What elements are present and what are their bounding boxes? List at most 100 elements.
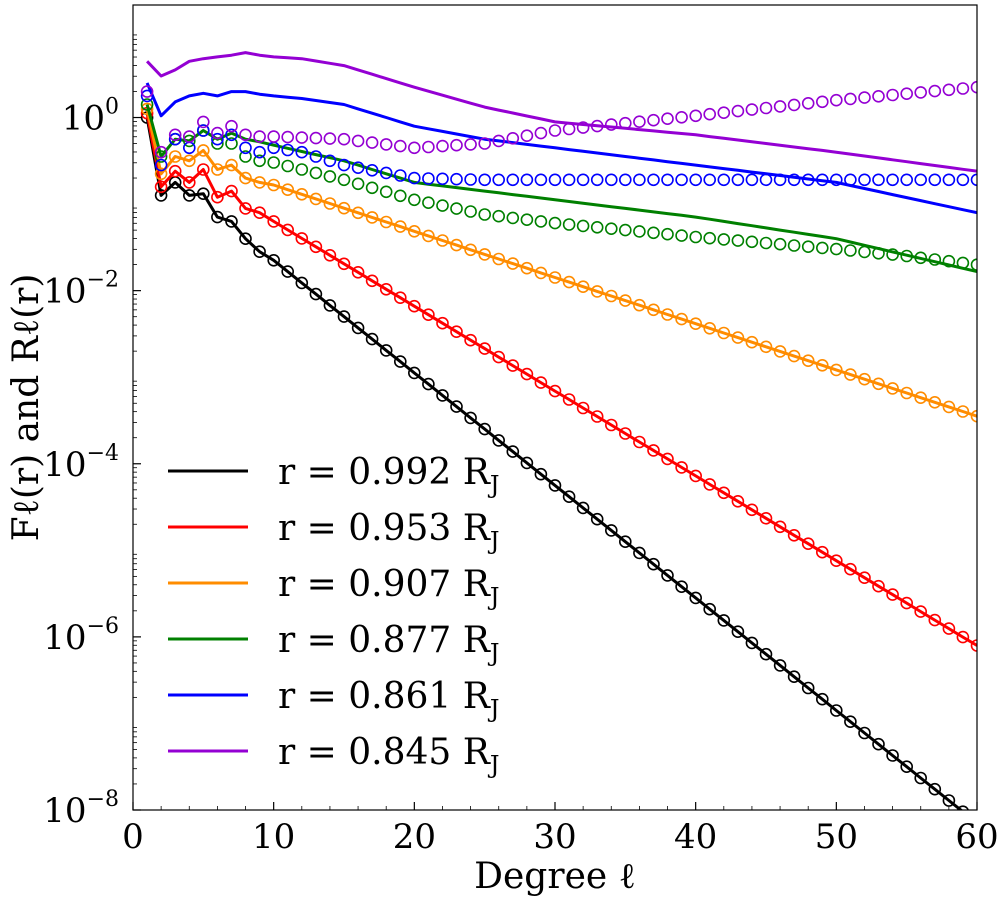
data-point bbox=[633, 115, 646, 128]
data-point bbox=[633, 435, 646, 449]
data-point bbox=[675, 312, 688, 326]
data-point bbox=[295, 188, 309, 201]
x-tick-label: 30 bbox=[533, 817, 576, 857]
data-point bbox=[717, 106, 731, 119]
data-point bbox=[787, 98, 801, 112]
legend-label: r = 0.861 RJ bbox=[278, 676, 500, 723]
data-point bbox=[140, 102, 154, 116]
data-point bbox=[379, 282, 393, 296]
data-point bbox=[520, 173, 534, 187]
data-point bbox=[154, 189, 168, 202]
data-point bbox=[548, 124, 562, 137]
data-point bbox=[703, 602, 717, 616]
data-point bbox=[703, 107, 717, 121]
data-point bbox=[590, 410, 604, 423]
data-point bbox=[267, 130, 281, 143]
y-axis-title: Fℓ(r) and Rℓ(r) bbox=[6, 274, 47, 542]
data-point bbox=[337, 257, 351, 271]
data-point bbox=[225, 119, 238, 133]
data-point bbox=[604, 118, 618, 131]
data-point bbox=[731, 331, 745, 344]
data-point bbox=[717, 486, 731, 500]
data-point bbox=[267, 156, 281, 169]
data-point bbox=[492, 209, 506, 223]
data-point bbox=[689, 173, 703, 187]
data-point bbox=[773, 345, 787, 358]
legend-label: r = 0.953 RJ bbox=[278, 508, 500, 555]
data-point bbox=[773, 659, 787, 672]
data-point bbox=[562, 173, 576, 187]
data-point bbox=[168, 164, 182, 178]
data-point bbox=[956, 173, 970, 187]
data-point bbox=[956, 630, 970, 644]
data-point bbox=[253, 130, 266, 143]
data-point bbox=[506, 211, 520, 225]
data-point bbox=[436, 389, 449, 402]
data-point bbox=[168, 150, 182, 163]
data-point bbox=[379, 166, 393, 180]
data-point bbox=[886, 382, 899, 395]
data-point bbox=[548, 216, 562, 230]
data-point bbox=[844, 92, 857, 106]
data-point bbox=[928, 84, 942, 98]
data-point bbox=[787, 173, 801, 187]
data-point bbox=[872, 579, 885, 593]
data-point bbox=[576, 219, 590, 233]
data-point bbox=[829, 173, 843, 187]
data-point bbox=[478, 422, 492, 436]
data-point bbox=[801, 173, 815, 187]
data-point bbox=[239, 128, 252, 142]
series-line bbox=[145, 82, 977, 215]
data-point bbox=[520, 213, 534, 226]
data-point bbox=[464, 333, 477, 347]
data-point bbox=[844, 562, 857, 576]
data-point bbox=[379, 215, 393, 229]
data-point bbox=[872, 247, 885, 260]
data-point bbox=[970, 639, 977, 652]
data-point bbox=[253, 154, 266, 168]
data-point bbox=[787, 528, 801, 542]
data-point bbox=[647, 303, 660, 317]
data-point bbox=[154, 158, 168, 172]
data-point bbox=[717, 614, 731, 627]
data-point bbox=[464, 411, 477, 425]
data-point bbox=[773, 100, 787, 113]
data-point bbox=[689, 591, 703, 605]
data-point bbox=[520, 261, 534, 275]
data-point bbox=[436, 172, 449, 186]
series-5 bbox=[140, 51, 977, 173]
data-point bbox=[464, 243, 477, 257]
y-tick-label: 10−4 bbox=[43, 441, 119, 485]
data-point bbox=[618, 223, 632, 237]
data-point bbox=[900, 386, 914, 400]
data-point bbox=[844, 715, 857, 729]
data-point bbox=[773, 173, 787, 187]
data-point bbox=[900, 87, 914, 100]
data-point bbox=[239, 150, 252, 163]
data-point bbox=[956, 82, 970, 95]
data-point bbox=[604, 289, 618, 303]
data-point bbox=[703, 321, 717, 335]
data-point bbox=[647, 557, 660, 571]
data-point bbox=[661, 569, 674, 582]
data-point bbox=[562, 218, 576, 231]
plot-area bbox=[140, 51, 977, 810]
data-point bbox=[379, 185, 393, 199]
data-point bbox=[829, 363, 843, 377]
data-point bbox=[872, 173, 885, 187]
data-point bbox=[872, 377, 885, 391]
data-point bbox=[633, 225, 646, 238]
data-point bbox=[548, 173, 562, 187]
data-point bbox=[604, 173, 618, 187]
data-point bbox=[197, 163, 210, 176]
data-point bbox=[351, 265, 365, 279]
data-point bbox=[295, 232, 309, 245]
data-point bbox=[281, 159, 295, 173]
series-line bbox=[145, 112, 977, 647]
data-point bbox=[478, 342, 492, 355]
data-point bbox=[436, 316, 449, 330]
data-point bbox=[956, 405, 970, 418]
data-point bbox=[422, 172, 435, 185]
data-point bbox=[759, 236, 773, 250]
